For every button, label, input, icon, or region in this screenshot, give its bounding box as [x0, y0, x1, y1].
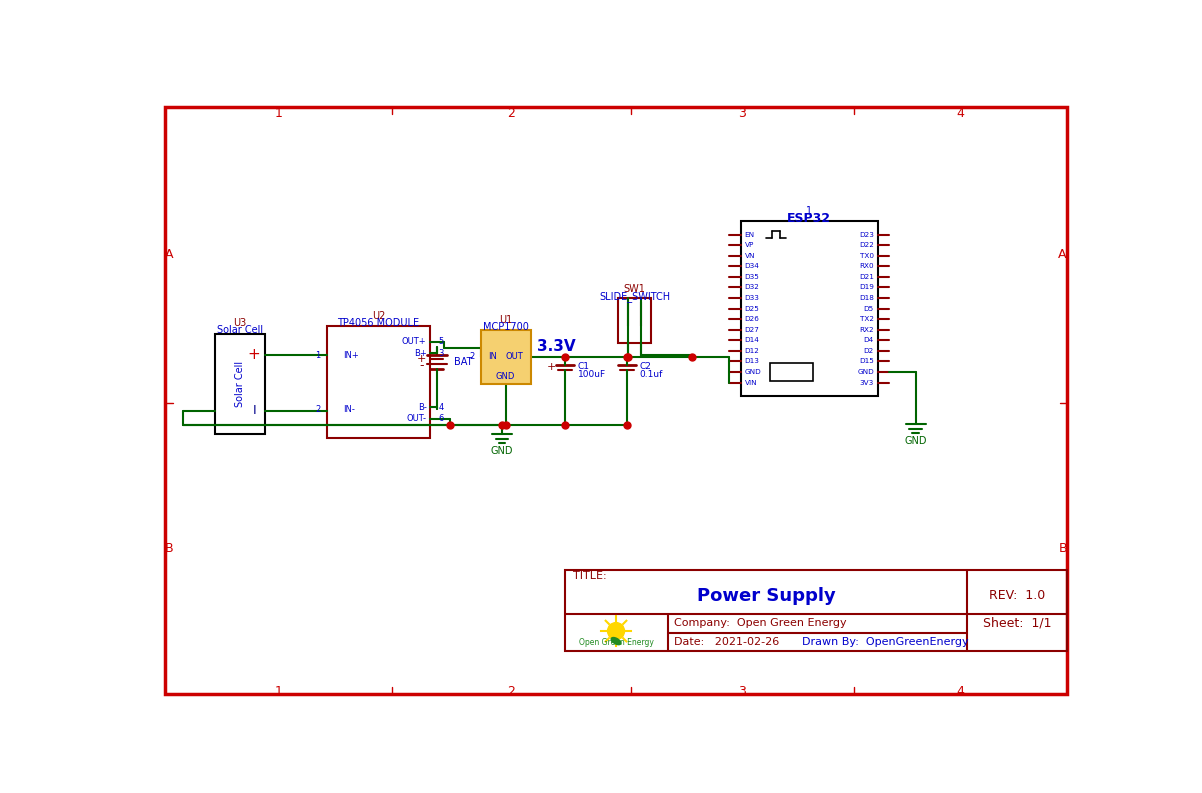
Text: 2: 2: [507, 107, 516, 121]
Text: D25: D25: [744, 305, 760, 312]
Text: GND: GND: [744, 369, 761, 375]
Text: B-: B-: [418, 403, 427, 412]
Bar: [740, 220, 877, 396]
Text: D19: D19: [859, 285, 874, 290]
Text: Power Supply: Power Supply: [697, 587, 835, 604]
Text: GND: GND: [904, 436, 927, 446]
Text: 2: 2: [469, 352, 475, 362]
Text: D15: D15: [859, 358, 874, 365]
Text: +: +: [417, 354, 426, 364]
Text: 5: 5: [439, 337, 444, 346]
Text: 2: 2: [507, 685, 516, 699]
Text: 0.1uf: 0.1uf: [639, 370, 662, 379]
Text: 1: 1: [274, 107, 282, 121]
Text: A: A: [1059, 248, 1067, 262]
Text: ESP32: ESP32: [787, 212, 832, 225]
Text: Sheet:  1/1: Sheet: 1/1: [983, 617, 1052, 630]
Text: D12: D12: [744, 348, 760, 354]
Text: OUT+: OUT+: [401, 337, 427, 346]
Text: 1: 1: [315, 351, 321, 360]
Text: RX0: RX0: [859, 263, 874, 270]
Text: D14: D14: [744, 337, 760, 343]
Text: D5: D5: [864, 305, 874, 312]
Text: VN: VN: [744, 253, 755, 259]
Text: BAT: BAT: [453, 357, 472, 366]
Text: D27: D27: [744, 327, 760, 333]
Text: U3: U3: [233, 318, 246, 328]
Text: I: I: [252, 404, 256, 417]
Text: Company:  Open Green Energy: Company: Open Green Energy: [674, 619, 846, 628]
Text: D4: D4: [864, 337, 874, 343]
Text: D33: D33: [744, 295, 760, 301]
Text: D34: D34: [744, 263, 760, 270]
Text: TITLE:: TITLE:: [573, 572, 607, 581]
Text: 100uF: 100uF: [577, 370, 606, 379]
Text: GND: GND: [857, 369, 874, 375]
Text: 2: 2: [315, 404, 321, 414]
Text: TP4056 MODULE: TP4056 MODULE: [338, 318, 419, 328]
Text: D26: D26: [744, 316, 760, 322]
Text: A: A: [165, 248, 173, 262]
Text: GND: GND: [490, 446, 513, 456]
Ellipse shape: [611, 638, 621, 645]
Bar: [565, 570, 1067, 651]
Text: D2: D2: [864, 348, 874, 354]
Text: D22: D22: [859, 242, 874, 248]
Text: +: +: [547, 362, 557, 372]
Text: U1: U1: [499, 315, 512, 325]
Text: TX0: TX0: [859, 253, 874, 259]
Text: OUT: OUT: [505, 352, 523, 362]
Bar: [215, 334, 264, 434]
Text: 4: 4: [439, 403, 444, 412]
Text: Solar Cell: Solar Cell: [234, 361, 245, 407]
Text: +: +: [248, 347, 261, 362]
Text: 1: 1: [274, 685, 282, 699]
Text: 3V3: 3V3: [859, 380, 874, 385]
Bar: [770, 362, 813, 381]
Text: D18: D18: [859, 295, 874, 301]
Text: 3: 3: [738, 107, 746, 121]
Text: TX2: TX2: [859, 316, 874, 322]
Circle shape: [607, 623, 625, 639]
Text: C2: C2: [639, 362, 651, 371]
Text: OUT-: OUT-: [406, 414, 427, 423]
Text: EN: EN: [744, 232, 755, 238]
Text: VIN: VIN: [744, 380, 757, 385]
Text: REV:  1.0: REV: 1.0: [989, 589, 1046, 602]
Text: GND: GND: [496, 372, 516, 381]
Text: D23: D23: [859, 232, 874, 238]
Text: IN-: IN-: [344, 404, 356, 414]
Text: B: B: [1058, 542, 1067, 555]
Text: D21: D21: [859, 274, 874, 280]
Text: 3: 3: [439, 349, 444, 358]
Text: MCP1700: MCP1700: [482, 322, 529, 332]
Text: RX2: RX2: [859, 327, 874, 333]
Text: 4: 4: [957, 107, 964, 121]
Text: B+: B+: [413, 349, 427, 358]
Text: 1: 1: [807, 206, 813, 216]
Text: -: -: [419, 359, 423, 372]
Text: C1: C1: [577, 362, 589, 371]
Bar: [481, 330, 530, 384]
Bar: [327, 326, 430, 438]
Text: 4: 4: [957, 685, 964, 699]
Text: Open Green Energy: Open Green Energy: [578, 638, 654, 647]
Bar: [618, 298, 651, 343]
Text: 3.3V: 3.3V: [537, 339, 576, 354]
Text: 3: 3: [738, 685, 746, 699]
Text: D13: D13: [744, 358, 760, 365]
Text: SW1: SW1: [624, 284, 645, 294]
Text: Date:   2021-02-26: Date: 2021-02-26: [674, 637, 779, 647]
Text: B: B: [165, 542, 174, 555]
Text: IN: IN: [488, 352, 498, 362]
Text: VP: VP: [744, 242, 754, 248]
Text: D32: D32: [744, 285, 760, 290]
Text: U2: U2: [371, 311, 385, 321]
Text: Solar Cell: Solar Cell: [216, 325, 263, 335]
Text: IN+: IN+: [344, 351, 359, 360]
Text: Drawn By:  OpenGreenEnergy: Drawn By: OpenGreenEnergy: [803, 637, 969, 647]
Text: 6: 6: [439, 414, 444, 423]
Text: SLIDE_SWITCH: SLIDE_SWITCH: [599, 291, 670, 301]
Text: D35: D35: [744, 274, 760, 280]
